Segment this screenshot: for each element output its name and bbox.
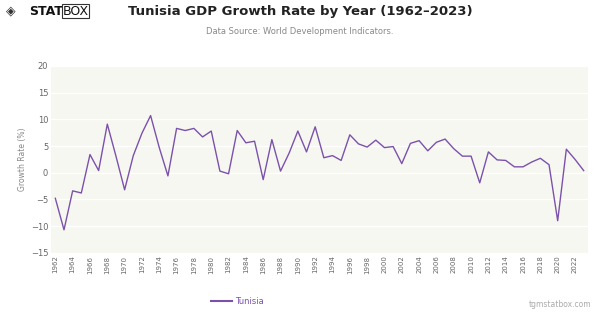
Text: — Tunisia  Tunisia: — Tunisia Tunisia	[0, 313, 1, 314]
Text: Data Source: World Development Indicators.: Data Source: World Development Indicator…	[206, 27, 394, 36]
Text: ◈: ◈	[6, 5, 16, 18]
Text: Tunisia: Tunisia	[235, 297, 264, 306]
Y-axis label: Growth Rate (%): Growth Rate (%)	[17, 127, 26, 191]
Text: Tunisia GDP Growth Rate by Year (1962–2023): Tunisia GDP Growth Rate by Year (1962–20…	[128, 5, 472, 18]
Text: tgmstatbox.com: tgmstatbox.com	[529, 300, 591, 309]
Text: BOX: BOX	[62, 5, 89, 18]
Text: STAT: STAT	[29, 5, 62, 18]
